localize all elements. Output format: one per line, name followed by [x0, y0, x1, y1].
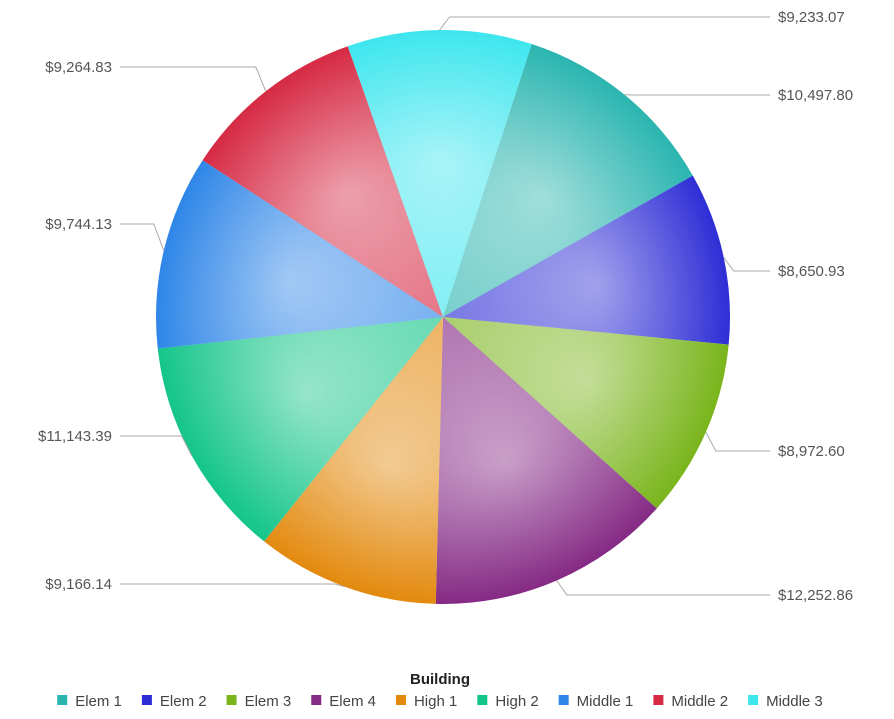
leader-line-elem-4 [557, 580, 770, 595]
legend-item-high-1[interactable]: High 1 [396, 693, 457, 710]
legend-item-elem-4[interactable]: Elem 4 [311, 693, 376, 710]
leader-line-middle-3 [440, 17, 770, 30]
legend-swatch-high-2 [477, 695, 487, 705]
legend-label-elem-2: Elem 2 [160, 693, 207, 710]
data-label-elem-1: $10,497.80 [778, 87, 853, 104]
legend-swatch-elem-2 [142, 695, 152, 705]
legend-item-middle-2[interactable]: Middle 2 [653, 693, 728, 710]
legend-label-high-1: High 1 [414, 693, 457, 710]
legend-swatch-elem-1 [57, 695, 67, 705]
legend-label-middle-3: Middle 3 [766, 693, 823, 710]
data-label-middle-2: $9,264.83 [45, 59, 112, 76]
legend-label-elem-4: Elem 4 [329, 693, 376, 710]
data-label-elem-4: $12,252.86 [778, 587, 853, 604]
data-label-high-1: $9,166.14 [45, 576, 112, 593]
pie-slices [156, 30, 730, 604]
data-label-high-2: $11,143.39 [38, 428, 112, 445]
legend-item-elem-3[interactable]: Elem 3 [227, 693, 292, 710]
legend-label-elem-1: Elem 1 [75, 693, 122, 710]
leader-line-high-1 [120, 584, 345, 587]
leader-line-elem-3 [706, 432, 770, 451]
legend-swatch-middle-1 [559, 695, 569, 705]
data-label-middle-3: $9,233.07 [778, 9, 845, 26]
legend-swatch-middle-2 [653, 695, 663, 705]
legend-item-middle-1[interactable]: Middle 1 [559, 693, 634, 710]
leader-line-middle-1 [120, 224, 164, 251]
data-label-elem-3: $8,972.60 [778, 443, 845, 460]
legend-swatch-elem-3 [227, 695, 237, 705]
legend-swatch-elem-4 [311, 695, 321, 705]
leader-line-elem-2 [724, 257, 770, 271]
legend-title: Building [410, 671, 470, 688]
legend-swatch-high-1 [396, 695, 406, 705]
leader-line-high-2 [120, 436, 192, 456]
data-label-middle-1: $9,744.13 [45, 216, 112, 233]
legend: Building Elem 1 Elem 2 Elem 3 Elem 4 High 1 H… [57, 671, 823, 710]
legend-label-middle-2: Middle 2 [671, 693, 728, 710]
legend-swatch-middle-3 [748, 695, 758, 705]
leader-line-middle-2 [120, 67, 266, 91]
legend-item-elem-2[interactable]: Elem 2 [142, 693, 207, 710]
data-label-elem-2: $8,650.93 [778, 263, 845, 280]
legend-item-elem-1[interactable]: Elem 1 [57, 693, 122, 710]
legend-label-elem-3: Elem 3 [245, 693, 292, 710]
legend-label-high-2: High 2 [495, 693, 538, 710]
legend-item-high-2[interactable]: High 2 [477, 693, 538, 710]
legend-item-middle-3[interactable]: Middle 3 [748, 693, 823, 710]
legend-label-middle-1: Middle 1 [577, 693, 634, 710]
